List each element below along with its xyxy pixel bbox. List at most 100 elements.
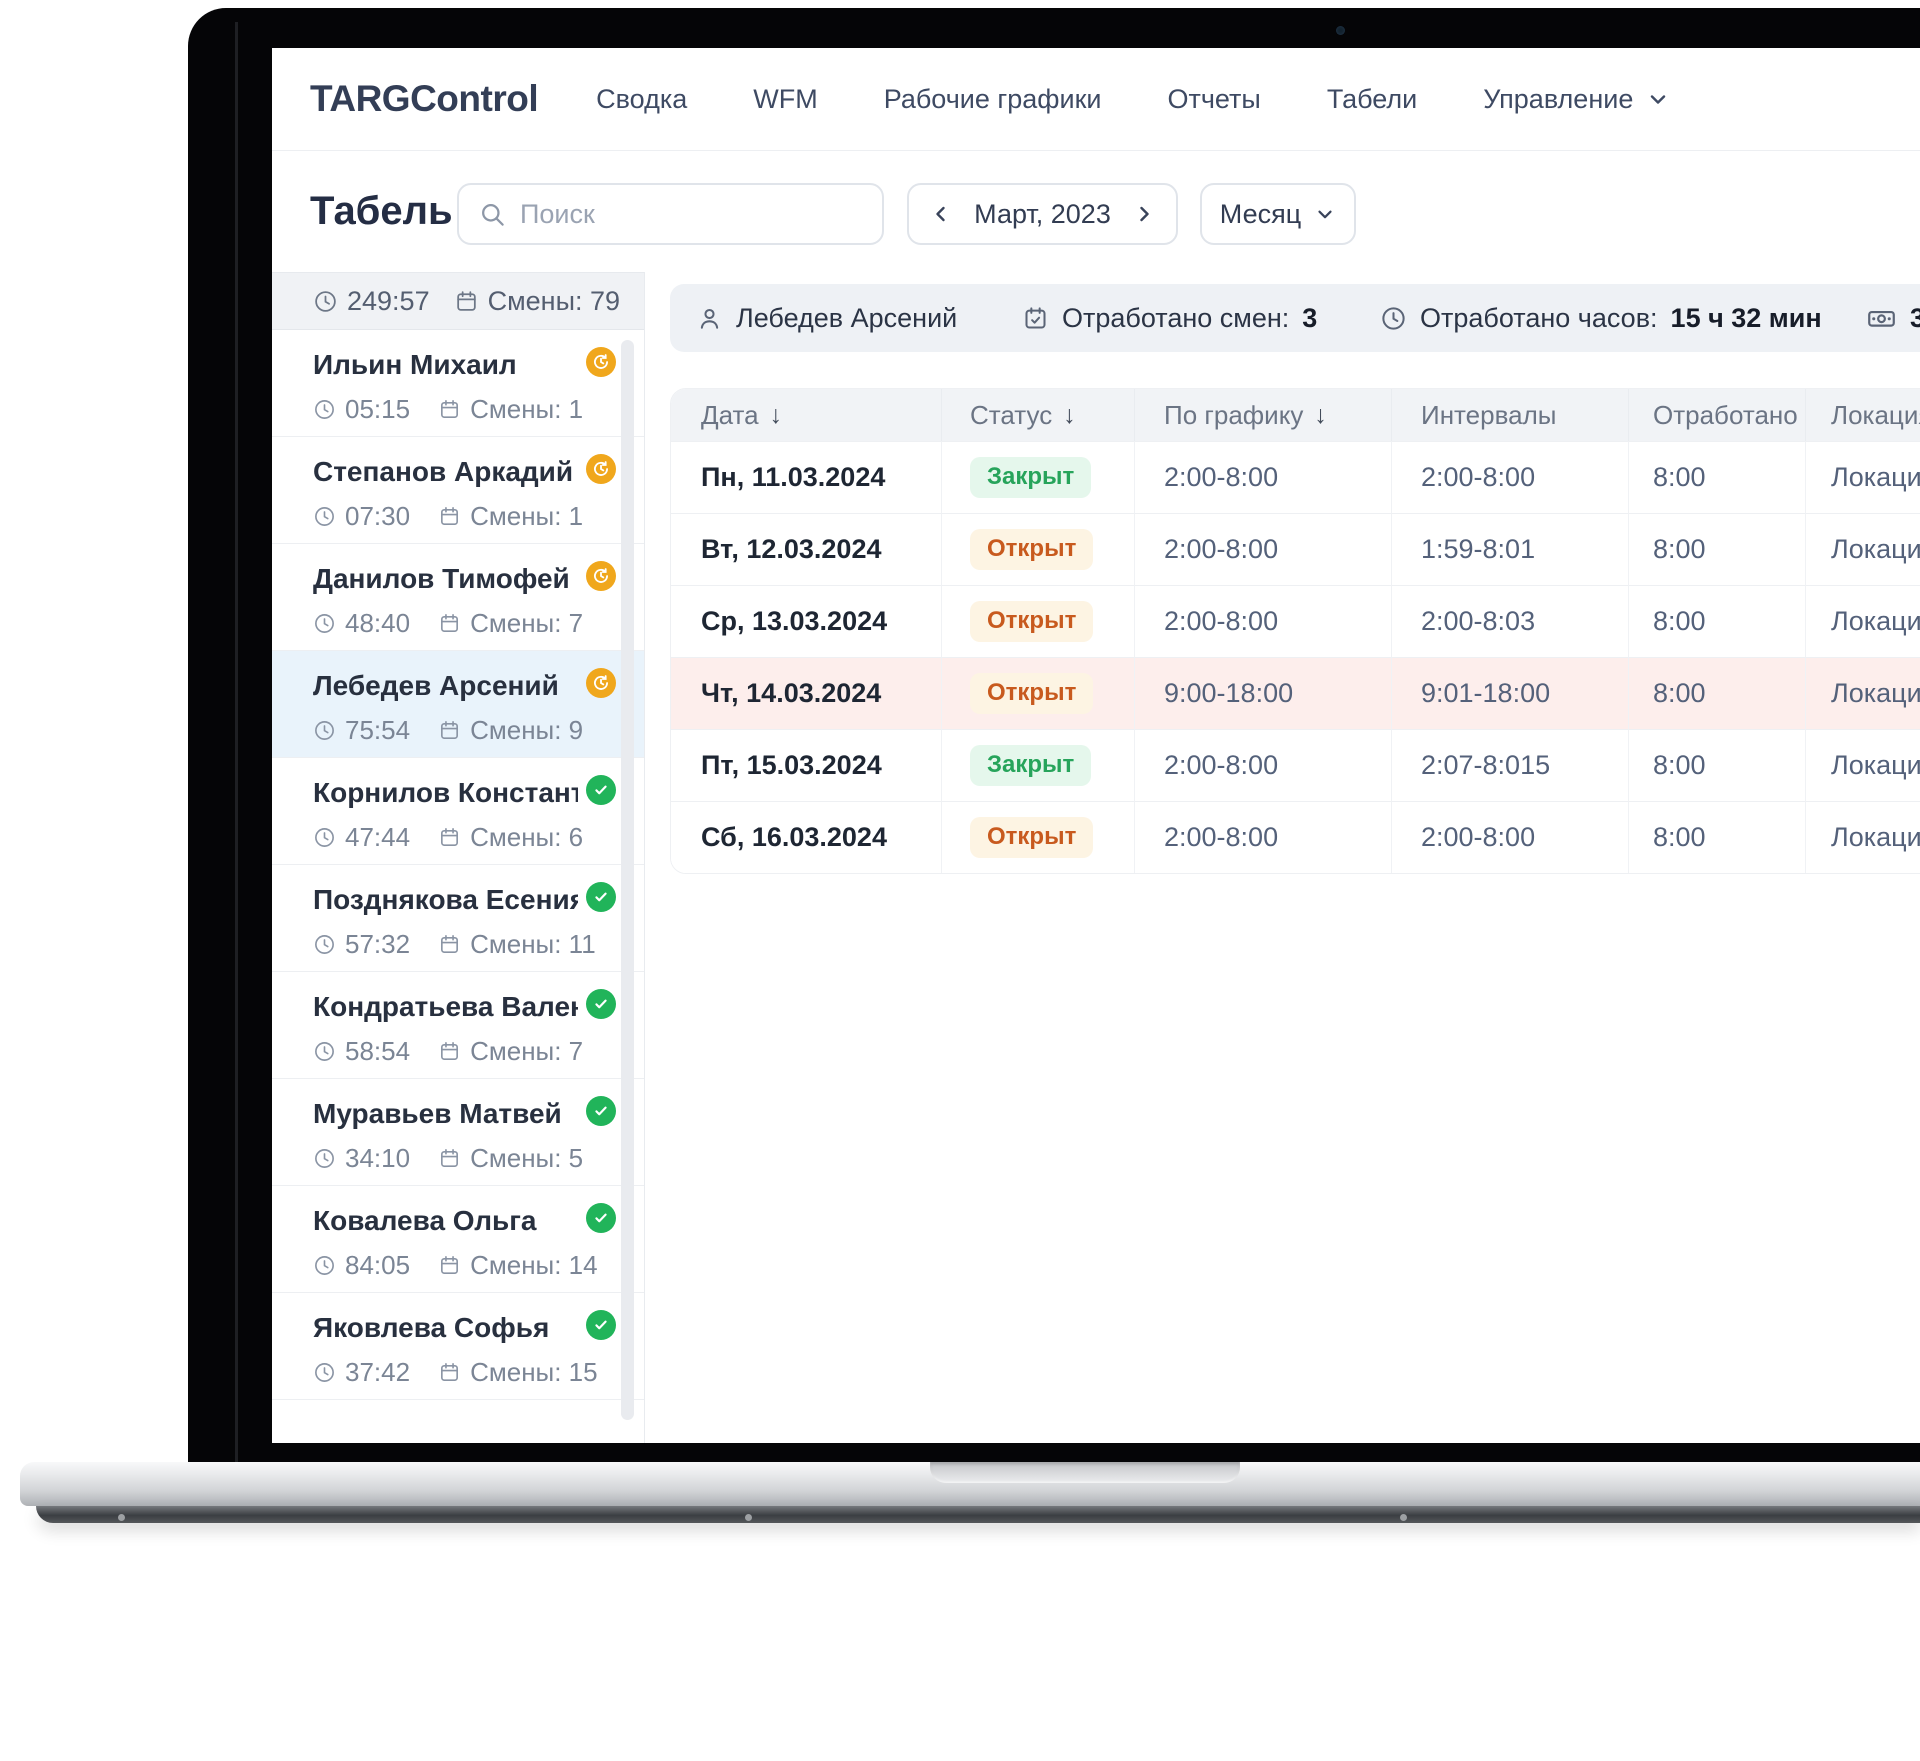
sort-desc-icon[interactable]: ↓ bbox=[1314, 400, 1327, 429]
cell-intervals: 2:00-8:00 bbox=[1392, 441, 1629, 513]
calendar-icon bbox=[438, 1361, 461, 1384]
status-badge-closed: Закрыт bbox=[970, 457, 1092, 498]
stats-money-value: 3 bbox=[1910, 302, 1920, 333]
table-row[interactable]: Пн, 11.03.2024 Закрыт 2:00-8:00 2:00-8:0… bbox=[671, 441, 1920, 513]
employee-hours: 58:54 bbox=[345, 1036, 411, 1066]
table-row[interactable]: Сб, 16.03.2024 Открыт 2:00-8:00 2:00-8:0… bbox=[671, 801, 1920, 873]
stats-shifts: Отработано смен: 3 bbox=[1022, 284, 1317, 352]
cell-schedule: 2:00-8:00 bbox=[1135, 585, 1392, 657]
stats-shifts-value: 3 bbox=[1302, 302, 1318, 333]
col-header-schedule[interactable]: По графику ↓ bbox=[1135, 389, 1392, 441]
nav-item-svodka[interactable]: Сводка bbox=[596, 83, 688, 114]
sort-desc-icon[interactable]: ↓ bbox=[1063, 400, 1076, 429]
nav-item-wfm[interactable]: WFM bbox=[753, 83, 818, 114]
cell-intervals: 9:01-18:00 bbox=[1392, 657, 1629, 729]
cell-status: Открыт bbox=[942, 585, 1135, 657]
clock-icon bbox=[313, 612, 336, 635]
clock-icon bbox=[313, 1147, 336, 1170]
employee-list-item[interactable]: Кондратьева Вален... 58:54 Смены: 7 bbox=[272, 972, 644, 1079]
employee-list-item-selected[interactable]: Лебедев Арсений 75:54 Смены: 9 bbox=[272, 651, 644, 758]
status-badge-open: Открыт bbox=[970, 817, 1094, 858]
cell-status: Открыт bbox=[942, 801, 1135, 873]
next-period-button[interactable] bbox=[1132, 202, 1156, 226]
shift-done-icon bbox=[586, 1203, 616, 1233]
employee-shifts: Смены: 6 bbox=[470, 822, 584, 852]
col-header-date[interactable]: Дата ↓ bbox=[671, 389, 942, 441]
shift-pending-icon bbox=[586, 347, 616, 377]
cell-date: Пн, 11.03.2024 bbox=[671, 441, 942, 513]
sort-desc-icon[interactable]: ↓ bbox=[769, 400, 783, 429]
cell-date: Пт, 15.03.2024 bbox=[671, 729, 942, 801]
employee-list-item[interactable]: Муравьев Матвей 34:10 Смены: 5 bbox=[272, 1079, 644, 1186]
nav-item-work-schedules[interactable]: Рабочие графики bbox=[883, 83, 1102, 114]
prev-period-button[interactable] bbox=[929, 202, 953, 226]
table-row[interactable]: Пт, 15.03.2024 Закрыт 2:00-8:00 2:07-8:0… bbox=[671, 729, 1920, 801]
person-icon bbox=[696, 305, 723, 332]
view-mode-select[interactable]: Месяц bbox=[1200, 183, 1356, 245]
cell-worked: 8:00 bbox=[1629, 585, 1806, 657]
employee-name: Лебедев Арсений bbox=[313, 670, 559, 701]
employee-name: Ковалева Ольга bbox=[313, 1205, 537, 1236]
cell-intervals: 2:00-8:00 bbox=[1392, 801, 1629, 873]
calendar-icon bbox=[438, 398, 461, 421]
col-header-status[interactable]: Статус ↓ bbox=[942, 389, 1135, 441]
sidebar-scrollbar[interactable] bbox=[621, 340, 634, 1420]
employee-list-item[interactable]: Ильин Михаил 05:15 Смены: 1 bbox=[272, 330, 644, 437]
calendar-icon bbox=[438, 1254, 461, 1277]
col-header-location: Локация bbox=[1806, 389, 1920, 441]
money-icon bbox=[1866, 303, 1897, 334]
table-row[interactable]: Ср, 13.03.2024 Открыт 2:00-8:00 2:00-8:0… bbox=[671, 585, 1920, 657]
cell-schedule: 9:00-18:00 bbox=[1135, 657, 1392, 729]
employee-hours: 84:05 bbox=[345, 1250, 411, 1280]
nav-item-management[interactable]: Управление bbox=[1483, 84, 1670, 115]
employee-name: Степанов Аркадий bbox=[313, 456, 574, 487]
search-input[interactable]: Поиск bbox=[457, 183, 884, 245]
laptop-screen-bezel: TARGControl Сводка WFM Рабочие графики О… bbox=[188, 8, 1920, 1466]
employee-name: Корнилов Константин bbox=[313, 777, 578, 808]
cell-intervals: 2:07-8:015 bbox=[1392, 729, 1629, 801]
cell-date: Ср, 13.03.2024 bbox=[671, 585, 942, 657]
employee-list-item[interactable]: Данилов Тимофей 48:40 Смены: 7 bbox=[272, 544, 644, 651]
cell-location: Локация bbox=[1806, 585, 1920, 657]
employee-name: Яковлева Софья bbox=[313, 1312, 550, 1343]
table-row-highlighted[interactable]: Чт, 14.03.2024 Открыт 9:00-18:00 9:01-18… bbox=[671, 657, 1920, 729]
top-navbar: TARGControl Сводка WFM Рабочие графики О… bbox=[272, 48, 1920, 151]
stats-employee: Лебедев Арсений bbox=[696, 284, 957, 352]
employee-name: Данилов Тимофей bbox=[313, 563, 570, 594]
employee-list-item[interactable]: Яковлева Софья 37:42 Смены: 15 bbox=[272, 1293, 644, 1400]
cell-location: Локация bbox=[1806, 729, 1920, 801]
employee-shifts: Смены: 5 bbox=[470, 1143, 584, 1173]
table-row[interactable]: Вт, 12.03.2024 Открыт 2:00-8:00 1:59-8:0… bbox=[671, 513, 1920, 585]
cell-intervals: 1:59-8:01 bbox=[1392, 513, 1629, 585]
nav-item-reports[interactable]: Отчеты bbox=[1167, 83, 1261, 114]
summary-hours: 249:57 bbox=[347, 285, 430, 316]
status-badge-open: Открыт bbox=[970, 673, 1094, 714]
cell-intervals: 2:00-8:03 bbox=[1392, 585, 1629, 657]
employee-shifts: Смены: 15 bbox=[470, 1357, 598, 1387]
clock-icon bbox=[313, 289, 338, 314]
shift-done-icon bbox=[586, 775, 616, 805]
employee-list-item[interactable]: Ковалева Ольга 84:05 Смены: 14 bbox=[272, 1186, 644, 1293]
employee-list-item[interactable]: Позднякова Есения 57:32 Смены: 11 bbox=[272, 865, 644, 972]
app-logo[interactable]: TARGControl bbox=[310, 78, 539, 119]
cell-status: Закрыт bbox=[942, 729, 1135, 801]
calendar-icon bbox=[438, 1147, 461, 1170]
bezel-edge-line bbox=[235, 22, 238, 1462]
laptop-foot bbox=[1400, 1514, 1407, 1521]
toolbar: Табель Поиск Март, 2023 bbox=[272, 151, 1920, 280]
cell-worked: 8:00 bbox=[1629, 729, 1806, 801]
table-header-row: Дата ↓ Статус ↓ По графику ↓ Интервалы bbox=[671, 389, 1920, 441]
clock-icon bbox=[313, 933, 336, 956]
shift-done-icon bbox=[586, 1310, 616, 1340]
employee-list-item[interactable]: Корнилов Константин 47:44 Смены: 6 bbox=[272, 758, 644, 865]
employee-list-item[interactable]: Степанов Аркадий 07:30 Смены: 1 bbox=[272, 437, 644, 544]
nav-management-label: Управление bbox=[1483, 83, 1634, 114]
summary-shifts: Смены: 79 bbox=[487, 285, 621, 316]
cell-worked: 8:00 bbox=[1629, 441, 1806, 513]
calendar-check-icon bbox=[1022, 305, 1049, 332]
nav-item-timesheets[interactable]: Табели bbox=[1326, 83, 1418, 114]
employee-shifts: Смены: 7 bbox=[470, 1036, 584, 1066]
calendar-icon bbox=[438, 826, 461, 849]
cell-worked: 8:00 bbox=[1629, 801, 1806, 873]
